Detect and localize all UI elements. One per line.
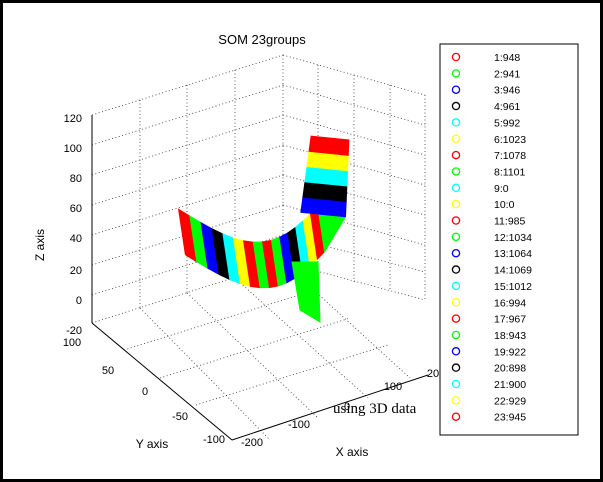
axes [91, 115, 429, 441]
grid-line [91, 84, 284, 146]
legend-marker [451, 199, 461, 209]
legend-entry: 15:1012 [494, 281, 532, 293]
legend-marker [451, 265, 461, 274]
legend-marker [451, 118, 461, 127]
grid-line [282, 144, 426, 186]
z-axis-label: Z axis [33, 229, 47, 261]
grid-line [91, 114, 284, 176]
legend-entry: 11:985 [494, 216, 525, 228]
legend-marker [451, 347, 461, 356]
legend-entry: 10:0 [494, 199, 515, 211]
z-tick-label: 100 [64, 143, 82, 155]
legend-entry: 5:992 [494, 117, 520, 129]
legend-marker [451, 216, 461, 225]
grid-line [282, 84, 426, 126]
x-tick-label: 20 [427, 368, 439, 380]
legend-entry: 9:0 [494, 183, 509, 195]
x-tick-label: -200 [241, 437, 263, 449]
legend-entry: 14:1069 [494, 265, 532, 277]
legend-marker [451, 314, 461, 323]
legend: 1:948 2:941 3:946 4:961 5:992 6:1023 7:1078 8:1… [439, 43, 579, 436]
legend-entry: 23:945 [494, 412, 526, 424]
legend-box [439, 43, 579, 436]
y-tick-label: 0 [142, 386, 148, 398]
legend-entry: 13:1064 [494, 248, 532, 260]
y-tick-label: 50 [102, 365, 114, 377]
x-tick-labels: -200 -100 0 100 20 [241, 368, 439, 449]
legend-marker [451, 52, 461, 62]
legend-entry: 12:1034 [494, 232, 532, 244]
legend-marker [451, 281, 461, 291]
legend-entry: 2:941 [494, 68, 520, 80]
legend-entry: 16:994 [494, 297, 526, 309]
legend-entry: 3:946 [494, 85, 520, 97]
legend-marker [451, 101, 461, 111]
y-tick-labels: 100 50 0 -50 -100 [63, 337, 225, 446]
grid-line [186, 292, 319, 419]
grid-line [139, 307, 271, 441]
legend-entry: 8:1101 [494, 166, 525, 178]
legend-marker [451, 330, 461, 340]
band-stripe [308, 135, 350, 156]
legend-marker [451, 69, 461, 78]
legend-entry: 17:967 [494, 314, 526, 326]
legend-marker [451, 150, 461, 160]
x-tick-label: 100 [384, 381, 402, 393]
legend-entry: 7:1078 [494, 150, 526, 162]
z-tick-label: 60 [70, 203, 82, 215]
legend-entry: 4:961 [494, 101, 520, 113]
legend-marker [451, 183, 461, 193]
legend-marker [451, 363, 461, 372]
legend-marker [451, 248, 461, 258]
legend-entry: 22:929 [494, 395, 526, 407]
x-axis-line [231, 374, 429, 441]
y-axis-label: Y axis [136, 437, 168, 451]
legend-marker [451, 396, 461, 405]
z-tick-label: 80 [70, 173, 82, 185]
legend-entry: 6:1023 [494, 134, 526, 146]
legend-marker [451, 379, 461, 389]
legend-marker [451, 85, 461, 94]
legend-entry: 20:898 [494, 363, 526, 375]
z-tick-label: 0 [76, 295, 82, 307]
legend-marker [451, 134, 461, 143]
legend-entry: 21:900 [494, 379, 526, 391]
legend-marker [451, 167, 461, 176]
grid-line [159, 317, 351, 379]
legend-entry: 19:922 [494, 346, 526, 358]
y-tick-label: -100 [203, 434, 225, 446]
grid-line [123, 289, 316, 351]
y-tick-label: 100 [63, 337, 81, 349]
legend-marker [451, 297, 461, 307]
z-tick-label: -20 [66, 325, 82, 337]
z-tick-label: 120 [64, 113, 82, 125]
legend-entry: 18:943 [494, 330, 526, 342]
x-tick-label: 0 [344, 401, 350, 413]
chart-title: SOM 23groups [218, 32, 306, 47]
legend-marker [451, 412, 461, 421]
som-band [177, 135, 350, 323]
z-tick-label: 40 [70, 233, 82, 245]
y-tick-label: -50 [172, 411, 188, 423]
x-tick-label: -100 [288, 419, 310, 431]
band-fin [291, 261, 321, 323]
z-tick-labels: 120 100 80 60 40 20 0 -20 [64, 113, 82, 337]
x-axis-label: X axis [336, 445, 369, 459]
grid-line [91, 54, 284, 116]
z-tick-label: 20 [70, 265, 82, 277]
annotation-text: using 3D data [333, 401, 417, 417]
legend-marker [451, 232, 461, 242]
grid-line [195, 344, 389, 406]
grid-line [91, 144, 284, 206]
legend-entry: 1:948 [494, 52, 520, 64]
y-axis-line [91, 322, 233, 441]
